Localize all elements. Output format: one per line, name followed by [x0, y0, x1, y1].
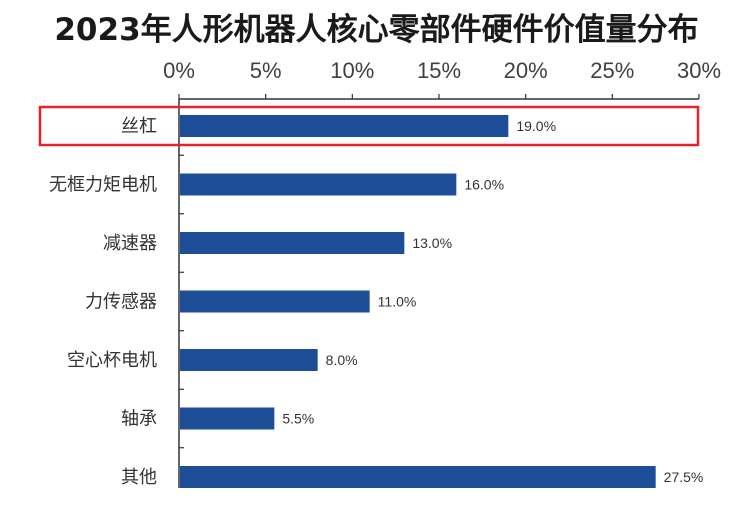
bar [180, 115, 509, 137]
category-label: 丝杠 [121, 116, 157, 137]
x-tick-label: 0% [163, 58, 195, 83]
bar [180, 407, 275, 430]
data-label: 5.5% [282, 411, 314, 427]
x-tick-label: 15% [417, 58, 461, 83]
axes [178, 98, 699, 488]
bar [180, 349, 318, 371]
x-tick-label: 5% [250, 58, 282, 83]
category-label: 减速器 [103, 233, 157, 254]
data-label: 13.0% [412, 235, 452, 251]
highlight-layer [38, 105, 700, 147]
category-label: 其他 [121, 467, 157, 488]
x-tick-label: 10% [330, 58, 374, 83]
bar [180, 290, 370, 313]
bar [180, 232, 405, 254]
category-label: 轴承 [121, 409, 157, 430]
x-tick-label: 30% [677, 58, 721, 83]
x-tick-label: 20% [504, 58, 548, 83]
data-label: 19.0% [516, 118, 556, 134]
chart-title: 2023年人形机器人核心零部件硬件价值量分布 [54, 12, 699, 48]
data-label: 11.0% [378, 294, 417, 310]
data-labels: 19.0% 16.0% 13.0% 11.0% 8.0% 5.5% 27.5% [282, 118, 703, 485]
data-label: 27.5% [664, 469, 704, 485]
bar [180, 173, 457, 196]
category-label: 无框力矩电机 [49, 175, 157, 196]
bar [180, 466, 656, 488]
bars [180, 115, 656, 488]
x-tick-label: 25% [590, 58, 634, 83]
category-label: 空心杯电机 [67, 350, 157, 371]
data-label: 8.0% [326, 352, 358, 368]
category-label: 力传感器 [85, 292, 157, 313]
highlight-box [38, 105, 700, 147]
x-axis-ticks: 0% 5% 10% 15% 20% 25% 30% [163, 58, 721, 99]
data-label: 16.0% [464, 177, 504, 193]
